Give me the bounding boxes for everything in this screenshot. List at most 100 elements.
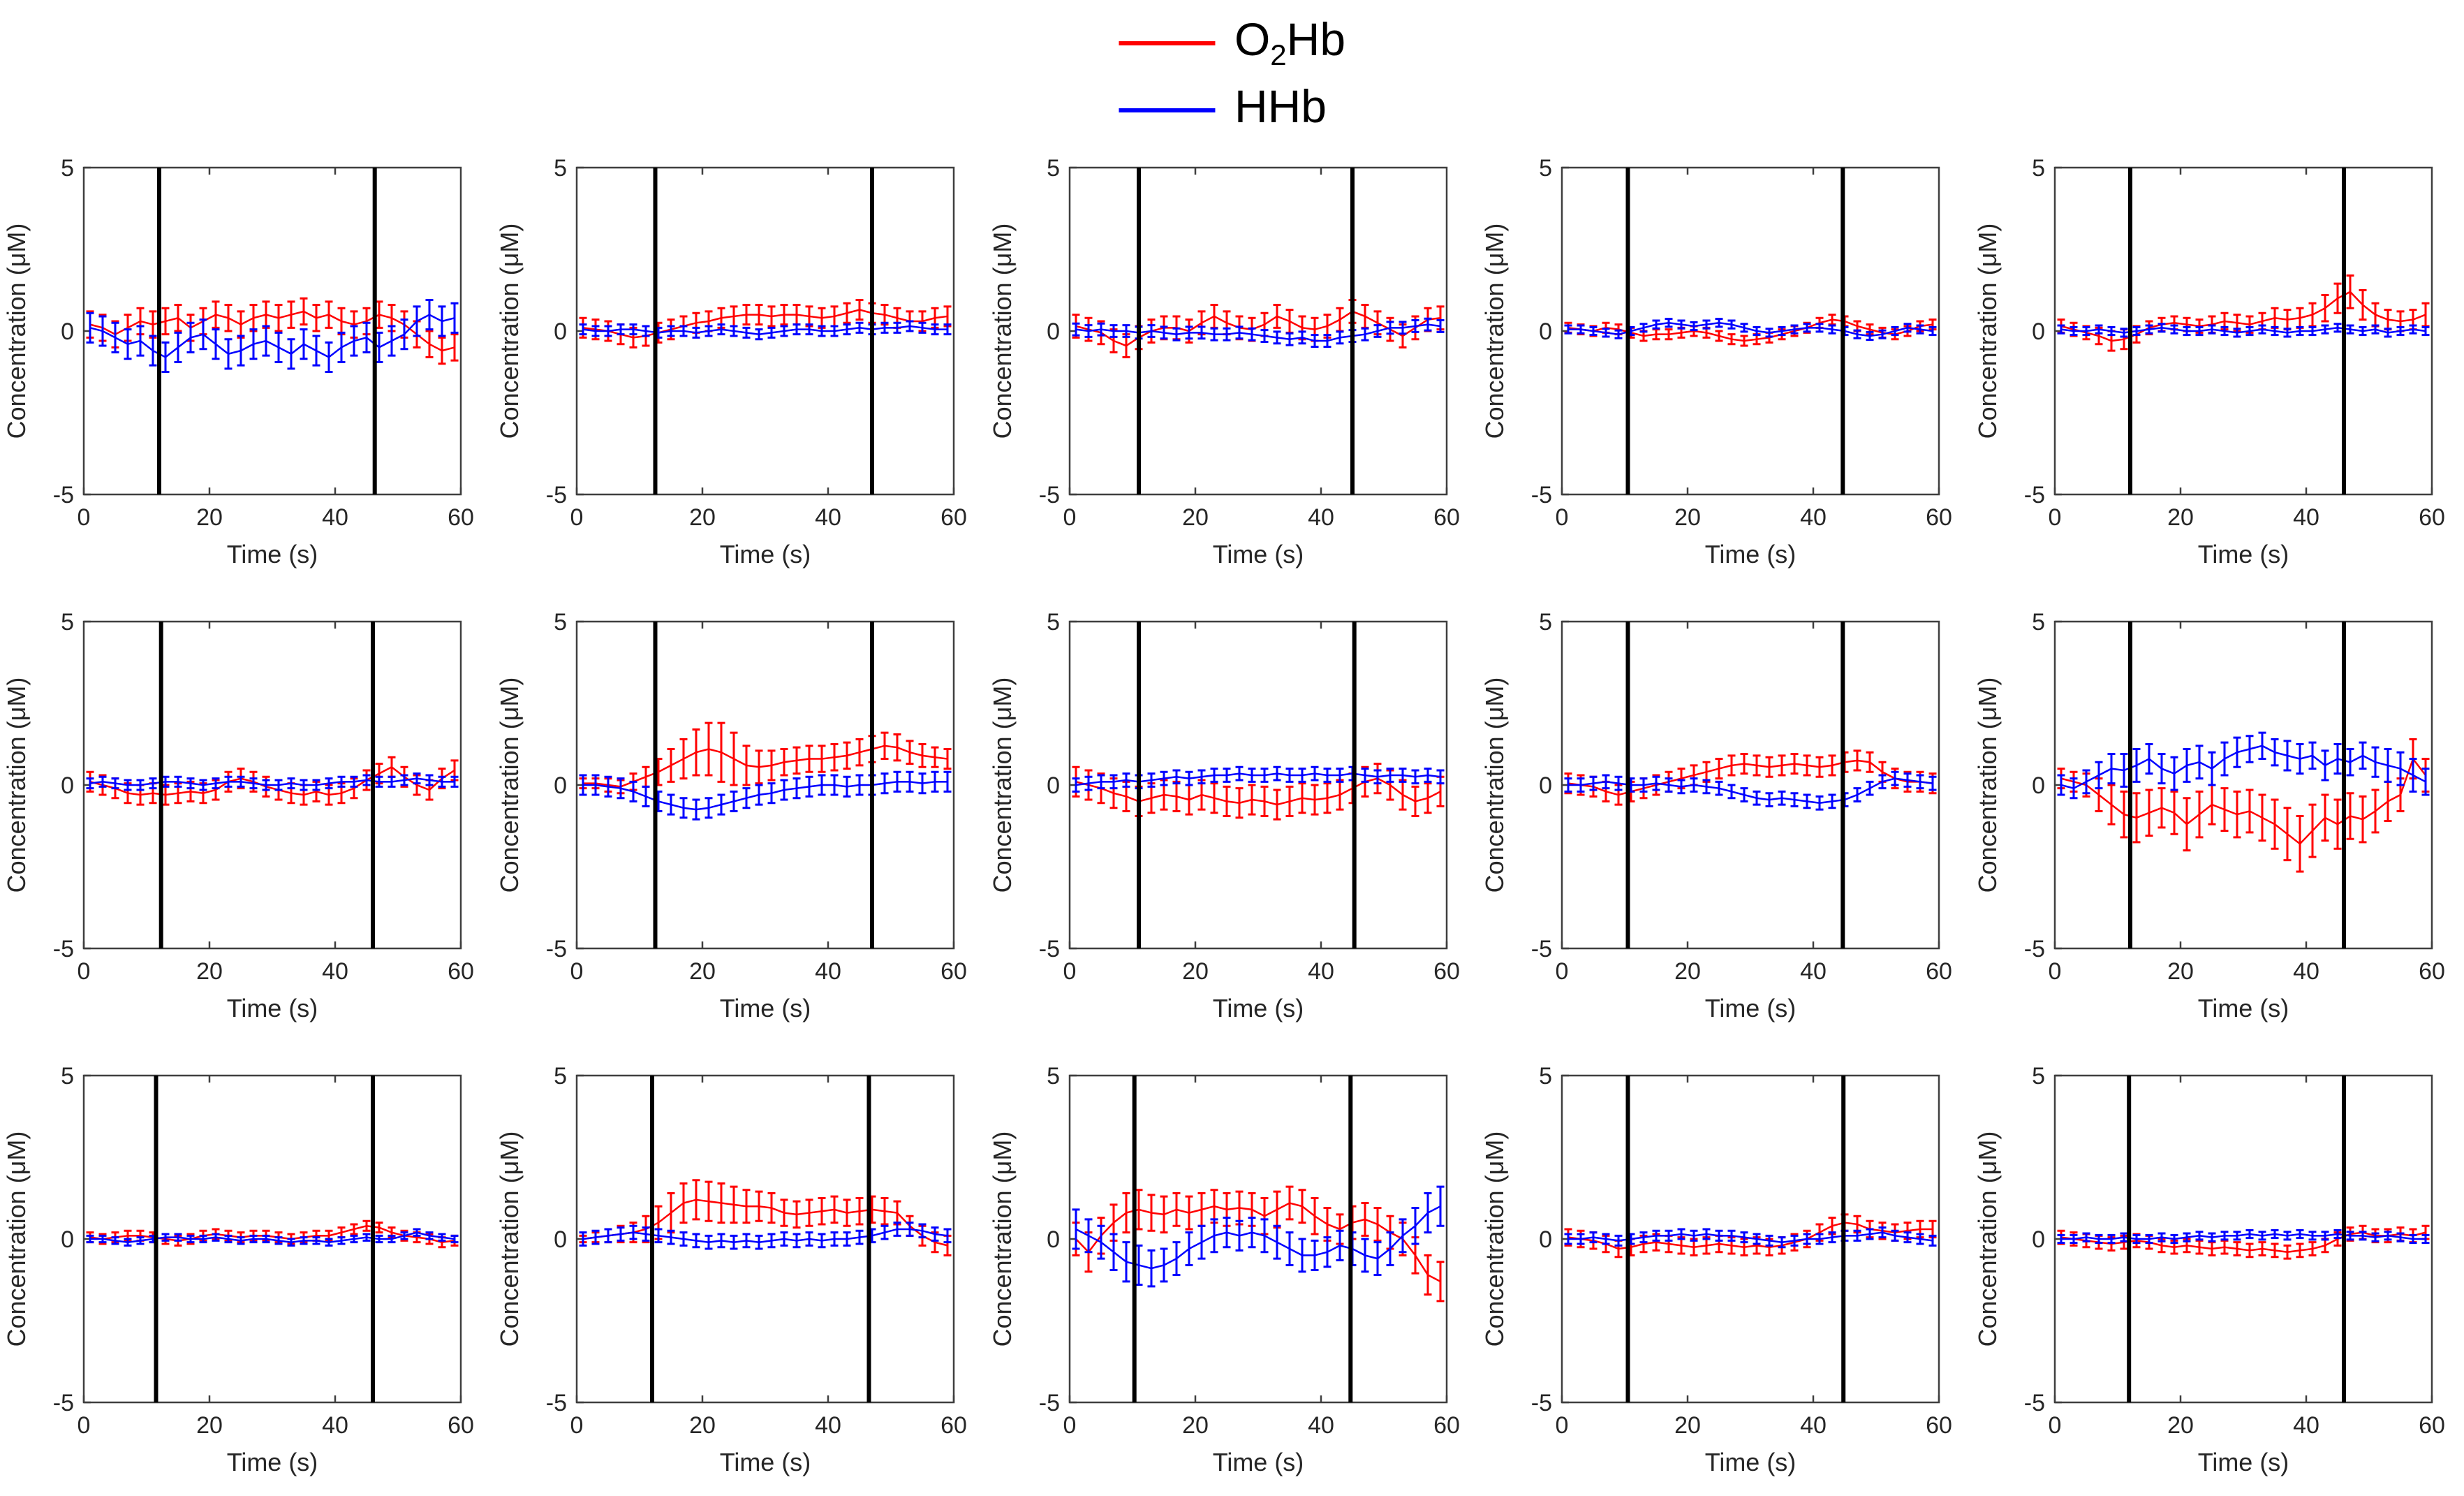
axes-box xyxy=(575,166,955,496)
x-tick-label: 60 xyxy=(940,1412,967,1439)
hhb-series-line xyxy=(1075,323,1440,342)
y-tick-label: -5 xyxy=(53,482,74,508)
hhb-series-line xyxy=(1568,1231,1933,1243)
x-tick-label: 60 xyxy=(1926,958,1952,985)
tick-marks xyxy=(1068,166,1447,496)
y-tick-label: 0 xyxy=(2032,1226,2045,1253)
x-axis-label: Time (s) xyxy=(1705,540,1797,569)
x-tick-label: 40 xyxy=(1800,1412,1827,1439)
x-axis-label: Time (s) xyxy=(2198,540,2289,569)
y-tick-label: 0 xyxy=(61,772,74,799)
x-tick-label: 20 xyxy=(2167,1412,2194,1439)
x-tick-label: 60 xyxy=(448,958,474,985)
tick-marks xyxy=(82,1074,462,1404)
y-axis-label: Concentration (μM) xyxy=(988,223,1017,439)
legend: O2Hb HHb xyxy=(1118,13,1346,141)
x-tick-label: 40 xyxy=(2293,504,2319,531)
y-tick-label: 5 xyxy=(554,609,567,636)
x-tick-label: 60 xyxy=(2419,1412,2445,1439)
x-tick-label: 20 xyxy=(1674,1412,1701,1439)
y-tick-label: 0 xyxy=(1539,1226,1552,1253)
o2hb-label: O2Hb xyxy=(1234,13,1346,72)
y-tick-label: -5 xyxy=(546,1390,567,1416)
o2hb-series-line xyxy=(1075,777,1441,806)
x-tick-label: 0 xyxy=(78,504,91,531)
x-tick-label: 0 xyxy=(2049,1412,2062,1439)
y-axis-label: Concentration (μM) xyxy=(2,1131,31,1347)
x-tick-label: 60 xyxy=(448,504,474,531)
x-tick-label: 60 xyxy=(2419,504,2445,531)
hhb-series-line xyxy=(2061,327,2426,334)
x-tick-label: 40 xyxy=(815,504,841,531)
x-tick-label: 40 xyxy=(815,958,841,985)
y-axis-label: Concentration (μM) xyxy=(2,677,31,893)
x-tick-label: 0 xyxy=(1063,958,1076,985)
o2hb-errorbars xyxy=(579,1179,952,1256)
o2hb-series-line xyxy=(582,1198,948,1247)
x-tick-label: 60 xyxy=(448,1412,474,1439)
o2hb-series-line xyxy=(1568,1222,1933,1250)
o2hb-errorbars xyxy=(86,297,459,365)
legend-item-o2hb: O2Hb xyxy=(1118,13,1346,74)
x-tick-label: 0 xyxy=(570,504,583,531)
x-tick-label: 20 xyxy=(2167,504,2194,531)
x-tick-label: 0 xyxy=(1063,1412,1076,1439)
x-axis-label: Time (s) xyxy=(227,1448,318,1476)
hhb-series-line xyxy=(1568,777,1933,805)
x-tick-label: 20 xyxy=(689,504,716,531)
x-axis-label: Time (s) xyxy=(719,540,811,569)
hhb-series-line xyxy=(1075,1205,1441,1270)
o2hb-series-line xyxy=(582,745,947,788)
x-tick-label: 0 xyxy=(1556,504,1569,531)
tick-marks xyxy=(1561,620,1940,950)
x-tick-label: 40 xyxy=(1800,958,1827,985)
x-tick-label: 60 xyxy=(1926,504,1952,531)
x-tick-label: 0 xyxy=(1556,1412,1569,1439)
x-tick-label: 0 xyxy=(2049,504,2062,531)
x-tick-label: 40 xyxy=(2293,1412,2319,1439)
o2hb-line-swatch xyxy=(1118,41,1215,45)
y-tick-label: 0 xyxy=(1539,318,1552,345)
tick-marks xyxy=(2053,620,2433,950)
y-tick-label: 0 xyxy=(554,772,567,799)
y-tick-label: 5 xyxy=(61,609,74,636)
hhb-errorbars xyxy=(2057,731,2430,800)
tick-marks xyxy=(2053,166,2433,496)
tick-marks xyxy=(1561,1074,1940,1404)
o2hb-errorbars xyxy=(1072,763,1445,821)
tick-marks xyxy=(1068,620,1447,950)
o2hb-series-line xyxy=(2061,1231,2426,1253)
y-axis-label: Concentration (μM) xyxy=(495,677,524,893)
x-tick-label: 20 xyxy=(1674,958,1701,985)
hhb-series-line xyxy=(582,781,947,811)
x-tick-label: 40 xyxy=(1308,958,1334,985)
y-tick-label: -5 xyxy=(1531,482,1552,508)
legend-item-hhb: HHb xyxy=(1118,80,1345,141)
y-axis-label: Concentration (μM) xyxy=(1480,677,1509,893)
x-axis-label: Time (s) xyxy=(1705,1448,1797,1476)
hhb-line-swatch xyxy=(1118,108,1215,112)
y-axis-label: Concentration (μM) xyxy=(988,1131,1017,1347)
y-tick-label: 5 xyxy=(1047,155,1060,182)
x-tick-label: 20 xyxy=(196,958,223,985)
tick-marks xyxy=(575,166,955,496)
hhb-series-line xyxy=(89,777,455,786)
y-tick-label: 0 xyxy=(1047,318,1060,345)
y-tick-label: -5 xyxy=(2024,936,2045,962)
x-tick-label: 0 xyxy=(1556,958,1569,985)
tick-marks xyxy=(82,620,462,950)
hhb-errorbars xyxy=(579,770,952,821)
y-tick-label: -5 xyxy=(546,482,567,508)
y-axis-label: Concentration (μM) xyxy=(495,1131,524,1347)
y-tick-label: -5 xyxy=(53,936,74,962)
y-tick-label: -5 xyxy=(1038,1390,1059,1416)
